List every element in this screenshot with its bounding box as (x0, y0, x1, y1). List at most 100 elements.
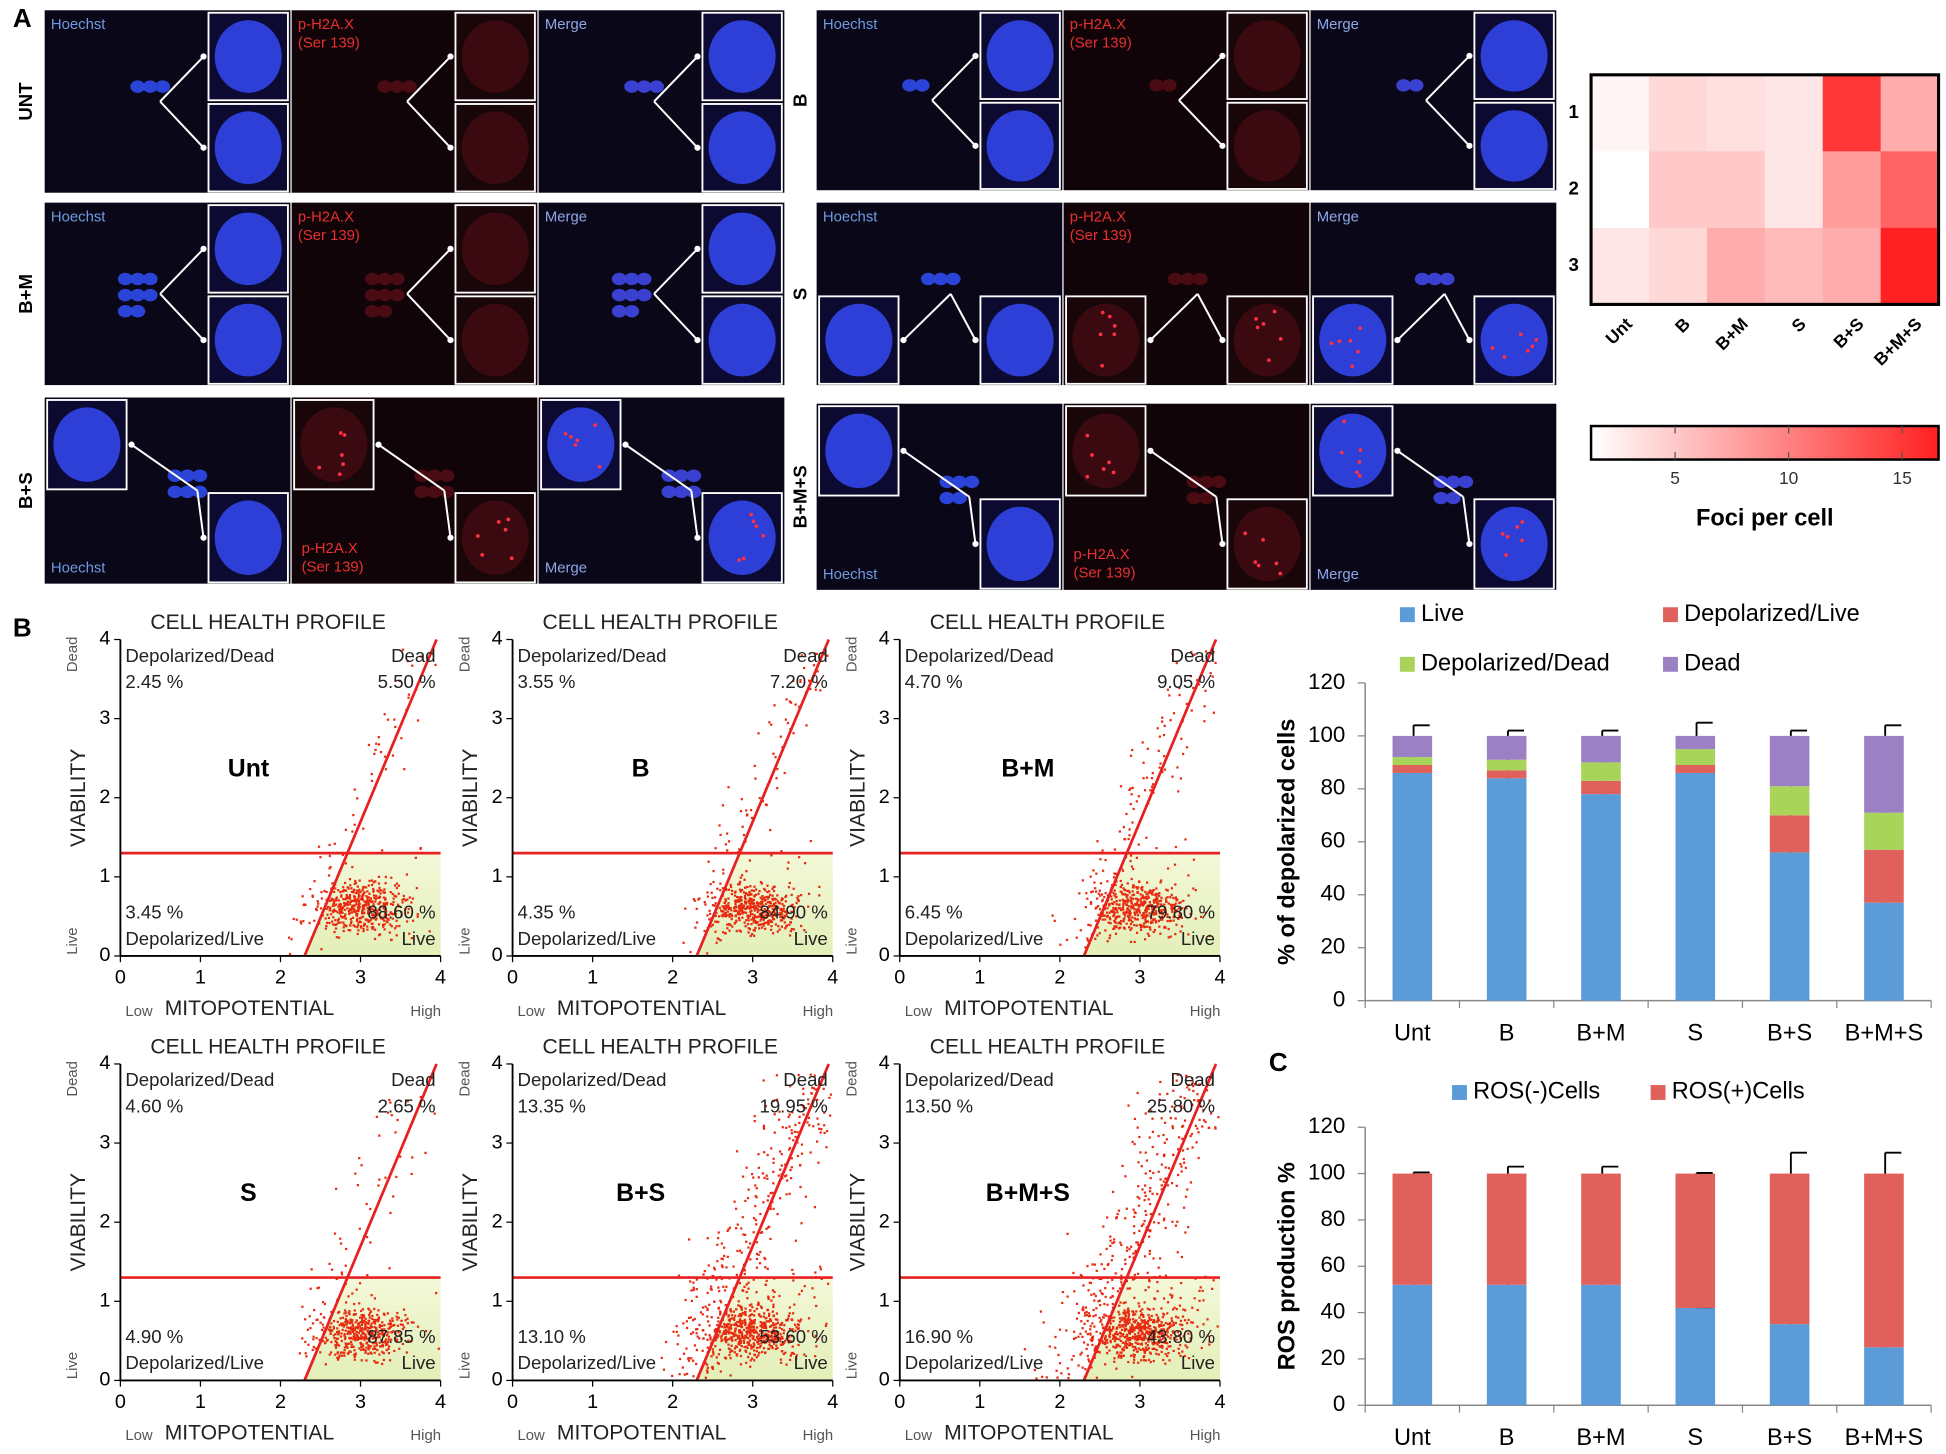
event-dot (1143, 925, 1146, 928)
event-dot (1158, 891, 1161, 895)
event-dot (396, 1324, 400, 1327)
event-dot (344, 862, 348, 865)
event-dot (776, 1334, 779, 1337)
event-dot (1187, 1357, 1191, 1360)
event-dot (1141, 1331, 1144, 1334)
event-dot (1145, 1331, 1148, 1334)
event-dot (807, 1317, 811, 1320)
event-dot (1144, 917, 1147, 921)
event-dot (1156, 1290, 1159, 1293)
event-dot (347, 1352, 350, 1355)
nucleus (426, 469, 442, 482)
event-dot (825, 1129, 829, 1133)
event-dot (791, 1268, 794, 1271)
event-dot (341, 1316, 344, 1319)
event-dot (785, 1193, 788, 1196)
event-dot (766, 1199, 769, 1202)
event-dot (756, 911, 759, 914)
event-dot (394, 1131, 397, 1134)
event-dot (1160, 915, 1164, 918)
event-dot (778, 1110, 781, 1113)
event-dot (1103, 1341, 1106, 1344)
event-dot (346, 1326, 349, 1329)
y-tick-label: 1 (492, 1290, 503, 1312)
bar-segment (1675, 1173, 1716, 1308)
event-dot (695, 1295, 698, 1298)
y-tick-label: 0 (99, 944, 110, 966)
event-dot (1120, 1351, 1123, 1354)
event-dot (710, 891, 713, 894)
event-dot (739, 898, 742, 901)
event-dot (794, 703, 797, 706)
event-dot (746, 1327, 749, 1330)
event-dot (334, 1353, 337, 1356)
event-dot (391, 1319, 394, 1323)
event-dot (1089, 1333, 1092, 1336)
bar-segment (1864, 902, 1904, 1001)
event-dot (387, 913, 390, 917)
event-dot (790, 910, 793, 913)
event-dot (1189, 1337, 1192, 1340)
event-dot (706, 895, 710, 898)
event-dot (357, 899, 360, 902)
x-tick-label: 3 (747, 1391, 758, 1413)
event-dot (401, 1342, 405, 1346)
event-dot (1129, 787, 1132, 790)
event-dot (1101, 1339, 1104, 1343)
event-dot (367, 743, 371, 747)
event-dot (1095, 1376, 1098, 1379)
micrograph (291, 10, 538, 193)
event-dot (365, 1359, 368, 1362)
event-dot (725, 1285, 728, 1288)
event-dot (724, 908, 728, 911)
event-dot (780, 1153, 783, 1156)
event-dot (724, 1357, 728, 1360)
focus (1357, 460, 1362, 464)
event-dot (1208, 1343, 1211, 1346)
event-dot (1116, 1290, 1120, 1293)
event-dot (1165, 1347, 1168, 1351)
arrow (1396, 450, 1464, 498)
event-dot (1129, 896, 1132, 899)
focus (754, 524, 759, 529)
bar-segment (1581, 794, 1621, 1001)
event-dot (316, 900, 319, 903)
event-dot (386, 718, 390, 721)
event-dot (743, 1346, 746, 1349)
event-dot (1113, 1360, 1116, 1363)
bar-segment (1769, 1173, 1810, 1325)
event-dot (746, 923, 750, 926)
event-dot (408, 896, 411, 899)
event-dot (356, 797, 359, 800)
event-dot (715, 911, 718, 915)
event-dot (757, 1333, 760, 1336)
event-dot (750, 889, 753, 892)
inset-nucleus (214, 500, 282, 575)
event-dot (373, 1336, 376, 1340)
event-dot (1116, 915, 1119, 919)
event-dot (1142, 903, 1145, 906)
event-dot (787, 1339, 791, 1342)
event-dot (747, 1246, 750, 1249)
event-dot (816, 1117, 819, 1120)
event-dot (678, 1373, 681, 1376)
event-dot (709, 1336, 712, 1339)
event-dot (346, 1332, 349, 1336)
event-dot (352, 899, 356, 903)
event-dot (1133, 924, 1136, 927)
event-dot (767, 1297, 770, 1301)
event-dot (780, 1321, 784, 1325)
bar-segment (1864, 849, 1904, 903)
event-dot (408, 932, 411, 935)
event-dot (1149, 1352, 1152, 1355)
event-dot (1160, 911, 1163, 914)
event-dot (1137, 1302, 1140, 1305)
inset-nucleus (461, 500, 529, 575)
event-dot (752, 1176, 755, 1179)
heat-col-label: B+M (1711, 314, 1751, 354)
event-dot (1073, 917, 1077, 921)
quadrant-name: Depolarized/Live (518, 928, 657, 949)
event-dot (792, 1279, 795, 1282)
event-dot (1113, 1316, 1116, 1319)
event-dot (1117, 1310, 1120, 1313)
